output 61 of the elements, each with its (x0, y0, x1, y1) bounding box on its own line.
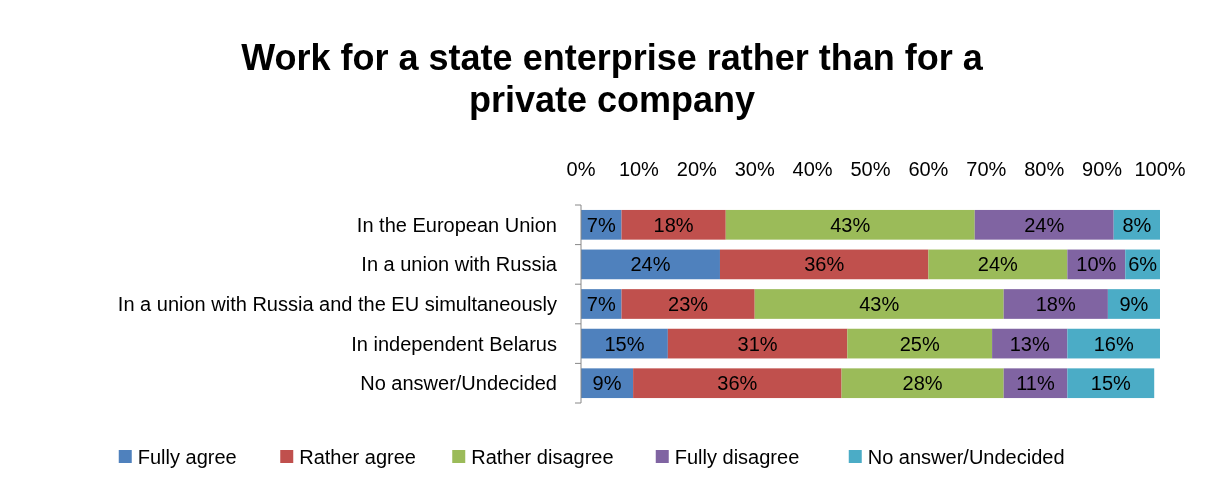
x-tick-label: 30% (734, 158, 775, 180)
data-label: 11% (1016, 372, 1055, 395)
bar (667, 328, 848, 359)
y-tick-label: In a union with Russia and the EU simultaneously (117, 293, 557, 315)
bar (928, 249, 1068, 280)
data-label: 36% (804, 253, 845, 276)
x-tick-label: 20% (676, 158, 718, 180)
bar (841, 368, 1004, 399)
data-label: 24% (977, 253, 1019, 276)
data-label: 24% (1024, 213, 1065, 236)
x-tick-label: 60% (908, 158, 949, 180)
bar (621, 209, 726, 240)
bar (725, 209, 975, 240)
data-label: 7% (586, 213, 616, 236)
data-label: 43% (830, 213, 871, 236)
x-tick-label: 0% (566, 158, 596, 180)
data-label: 43% (859, 293, 900, 315)
legend-label: Fully disagree (674, 446, 800, 468)
x-tick-label: 40% (792, 158, 833, 180)
bar (1067, 368, 1155, 399)
x-tick-label: 80% (1024, 158, 1065, 180)
bar (974, 209, 1114, 240)
x-tick-label: 10% (618, 158, 660, 180)
data-label: 10% (1076, 253, 1117, 276)
legend-label: Rather disagree (471, 446, 614, 468)
data-label: 24% (630, 253, 671, 276)
bar (633, 368, 842, 399)
bar (754, 289, 1004, 319)
x-tick-label: 50% (850, 158, 891, 180)
y-tick-label: In a union with Russia (361, 253, 558, 276)
x-tick-label: 70% (966, 158, 1007, 180)
bar (1003, 289, 1108, 319)
y-tick-label: In independent Belarus (351, 332, 557, 355)
chart-title: Work for a state enterprise rather than for a private company (241, 37, 984, 120)
y-tick-label: No answer/Undecided (360, 372, 557, 395)
data-label: 16% (1093, 332, 1134, 355)
legend-label: Rather agree (299, 446, 416, 468)
bar (581, 249, 720, 280)
legend-label: Fully agree (137, 446, 237, 468)
data-label: 13% (1009, 332, 1050, 355)
bar (719, 249, 929, 280)
legend-label: No answer/Undecided (867, 446, 1065, 468)
data-label: 15% (604, 332, 645, 355)
bar (847, 328, 993, 359)
data-label: 28% (902, 372, 943, 395)
data-label: 9% (592, 372, 622, 395)
x-tick-label: 100% (1134, 158, 1186, 180)
data-label: 31% (737, 332, 778, 355)
data-label: 6% (1128, 253, 1158, 276)
data-label: 18% (1035, 293, 1077, 315)
bar (621, 289, 755, 319)
data-label: 15% (1090, 372, 1132, 395)
data-label: 7% (586, 293, 616, 315)
data-label: 8% (1122, 213, 1152, 236)
data-label: 25% (899, 332, 940, 355)
data-label: 9% (1119, 293, 1149, 315)
data-label: 36% (717, 372, 758, 395)
x-tick-label: 90% (1082, 158, 1123, 180)
data-label: 23% (668, 293, 709, 315)
y-tick-label: In the European Union (356, 213, 557, 236)
data-label: 18% (653, 213, 694, 236)
